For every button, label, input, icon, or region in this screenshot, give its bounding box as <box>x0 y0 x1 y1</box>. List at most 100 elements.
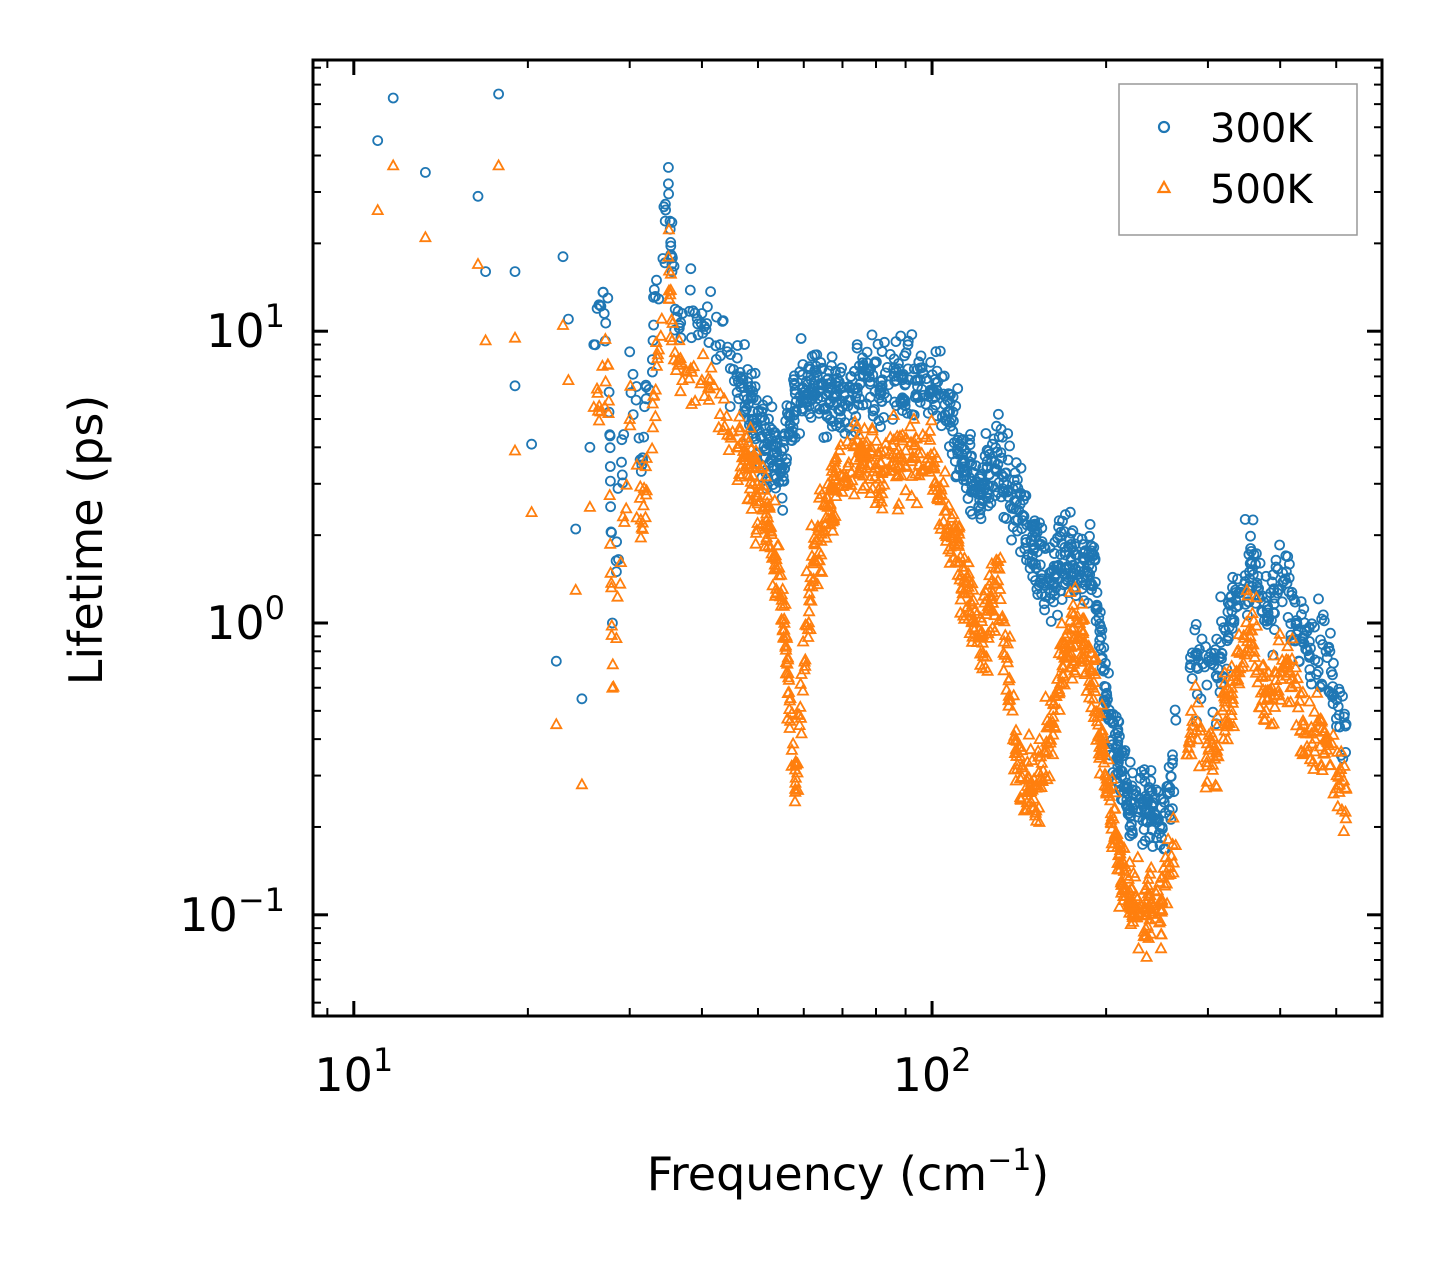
data-point-500k <box>863 458 877 471</box>
data-point-300k <box>1048 560 1060 572</box>
data-point-500k <box>979 660 993 673</box>
data-point-300k <box>732 340 743 351</box>
data-point-300k <box>1034 559 1046 571</box>
data-point-300k <box>1002 454 1014 466</box>
data-point-500k <box>1097 755 1111 768</box>
data-point-300k <box>763 413 774 425</box>
data-point-500k <box>966 620 980 633</box>
data-point-500k <box>785 743 799 755</box>
data-point-500k <box>1033 732 1047 744</box>
data-point-300k <box>778 442 790 454</box>
data-point-500k <box>808 537 822 550</box>
data-point-500k <box>1307 762 1321 774</box>
data-point-500k <box>1296 685 1310 697</box>
data-point-300k <box>1151 832 1162 844</box>
data-point-500k <box>1320 742 1334 755</box>
data-point-300k <box>1090 576 1101 588</box>
data-point-500k <box>649 335 663 348</box>
data-point-500k <box>479 333 493 346</box>
data-point-500k <box>1078 667 1092 679</box>
data-point-300k <box>965 428 976 440</box>
data-point-300k <box>1134 772 1146 784</box>
data-point-300k <box>1318 615 1330 627</box>
data-point-300k <box>702 301 713 313</box>
data-point-500k <box>508 330 522 343</box>
data-point-300k <box>1078 595 1090 606</box>
data-point-500k <box>753 461 767 474</box>
data-point-300k <box>1049 548 1060 559</box>
data-point-300k <box>864 378 876 390</box>
data-point-500k <box>679 363 693 376</box>
data-point-500k <box>636 498 651 511</box>
legend-label-300k: 300K <box>1210 106 1314 152</box>
data-point-500k <box>1010 745 1024 758</box>
data-point-300k <box>1324 687 1335 698</box>
data-point-300k <box>828 399 840 411</box>
data-point-500k <box>932 517 947 530</box>
data-point-300k <box>765 439 777 451</box>
data-point-500k <box>854 457 868 470</box>
data-point-500k <box>906 451 920 464</box>
data-point-500k <box>987 576 1001 589</box>
data-point-300k <box>981 461 993 473</box>
data-point-500k <box>685 364 699 377</box>
data-point-300k <box>1144 831 1155 843</box>
data-point-300k <box>888 370 900 382</box>
data-point-500k <box>1141 886 1155 899</box>
data-point-500k <box>844 465 858 478</box>
data-point-500k <box>793 718 807 730</box>
data-point-500k <box>794 726 809 739</box>
y-tick-label: 101 <box>206 297 285 358</box>
data-point-300k <box>821 431 833 443</box>
data-point-300k <box>526 438 537 450</box>
data-point-500k <box>688 394 702 406</box>
data-point-300k <box>794 366 806 378</box>
data-point-500k <box>1088 684 1102 697</box>
data-point-300k <box>1165 770 1177 782</box>
data-point-300k <box>1004 440 1015 452</box>
data-point-500k <box>1247 644 1261 657</box>
data-point-500k <box>746 449 760 462</box>
data-point-300k <box>1147 841 1159 852</box>
data-point-500k <box>1236 655 1250 668</box>
data-point-500k <box>884 457 898 469</box>
data-point-500k <box>1020 802 1034 814</box>
data-point-300k <box>1247 564 1258 576</box>
data-point-300k <box>1034 539 1046 551</box>
data-point-300k <box>1316 613 1328 625</box>
data-point-500k <box>1029 777 1043 790</box>
data-point-300k <box>685 263 697 275</box>
data-point-500k <box>1056 660 1070 673</box>
data-point-500k <box>1131 850 1145 863</box>
data-point-500k <box>1169 838 1183 850</box>
data-point-500k <box>1199 780 1213 793</box>
data-point-500k <box>662 222 676 235</box>
data-point-500k <box>981 631 995 643</box>
data-point-300k <box>1221 635 1233 647</box>
data-point-300k <box>1211 633 1223 645</box>
data-point-300k <box>509 266 521 278</box>
data-point-500k <box>1132 941 1146 954</box>
data-point-300k <box>1306 618 1318 630</box>
data-point-500k <box>756 483 770 495</box>
data-point-300k <box>1047 577 1059 589</box>
x-tick-label: 101 <box>314 1041 393 1102</box>
data-point-500k <box>806 574 820 587</box>
data-point-500k <box>1053 637 1067 650</box>
data-point-500k <box>940 503 954 516</box>
data-point-500k <box>1076 611 1090 624</box>
data-point-500k <box>931 492 945 505</box>
data-point-500k <box>1160 896 1174 909</box>
data-point-300k <box>741 403 752 415</box>
data-point-500k <box>796 683 810 696</box>
data-point-500k <box>1221 681 1235 694</box>
data-point-300k <box>1060 573 1072 585</box>
data-point-500k <box>856 468 870 481</box>
data-point-500k <box>616 509 630 522</box>
data-point-300k <box>1039 604 1050 616</box>
data-point-500k <box>934 493 948 506</box>
data-point-300k <box>1302 645 1313 657</box>
data-point-500k <box>841 459 855 471</box>
data-point-300k <box>640 379 652 391</box>
data-point-300k <box>1084 519 1096 530</box>
